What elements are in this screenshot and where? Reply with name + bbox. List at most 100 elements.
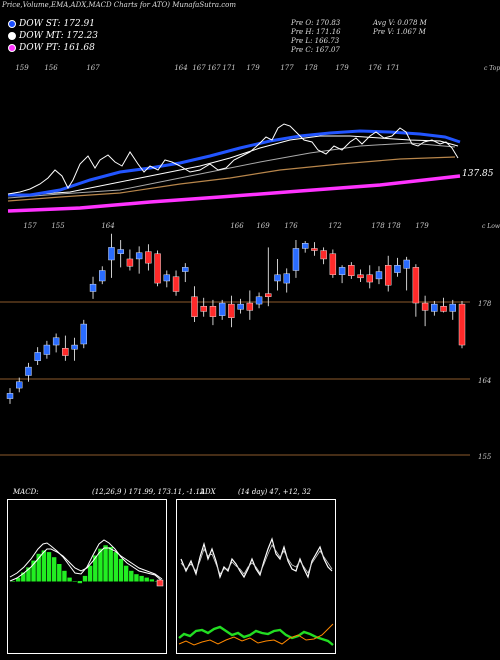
macd-bar [87,565,93,582]
macd-bar [139,575,144,582]
ema-panel: 159 156 167 164 167 167 171 179 177 178 179 176 171 c… [7,64,500,213]
candle-body [274,274,281,282]
candle-body [163,274,171,282]
candle-body [43,344,51,355]
price-tick-label: 155 [51,222,65,230]
price-tick-label: 176 [284,222,298,230]
candle-body [16,381,23,389]
prev-close: Pre C: 167.07 [291,46,340,54]
macd-bar [149,579,155,582]
candle-body [182,267,189,272]
price-tick-label: 166 [230,222,244,230]
legend-dow-mt: DOW MT: 172.23 [8,31,98,41]
price-tick-label: 157 [23,222,37,230]
adx-title: ADX [200,488,216,496]
macd-bar [82,575,88,582]
candle-body [394,265,401,273]
ema-brown-line [7,156,456,202]
candle-body [237,303,244,310]
candle-body [228,303,235,318]
candle-body [71,344,78,350]
macd-bar [26,567,31,582]
ema-tick-label: 171 [222,64,235,72]
candle-body [311,248,318,251]
macd-bar [93,555,98,582]
ema-tick-label: 179 [335,64,349,72]
legend-dow-st: DOW ST: 172.91 [8,19,95,29]
candle-body [135,252,143,260]
candle-body [458,303,466,346]
adx-line-white-2 [180,544,333,575]
macd-bar [77,581,83,584]
adx-params: (14 day) 47, +12, 32 [238,488,311,496]
legend-dot-icon [8,31,16,40]
legend-dow-pt: DOW PT: 161.68 [8,43,95,53]
price-tick-label: 178 [387,222,401,230]
adx-frame [176,499,336,654]
macd-bar [123,565,129,582]
price-right-label: c Lowes [482,223,500,230]
price-tick-label: 169 [256,222,270,230]
ema-tick-label: 167 [192,64,206,72]
candle-body [366,274,373,283]
ema-tick-label: 177 [280,64,294,72]
macd-bar [144,577,149,582]
avg-volume: Avg V: 0.078 M [373,19,427,27]
macd-bar [118,558,124,582]
candle-body [292,248,300,271]
macd-line-1 [9,539,163,582]
ema-tick-label: 178 [304,64,318,72]
candle-body [449,303,456,312]
level-label: 155 [478,453,492,461]
level-label: 178 [478,300,492,308]
candle-body [338,267,346,275]
candle-body [265,293,272,297]
ema-tick-label: 176 [368,64,382,72]
macd-bar [72,581,77,582]
macd-panel [7,499,167,654]
ema-st-line [8,129,461,197]
ema-tick-label: 159 [15,64,29,72]
ema-price-line [7,123,459,195]
macd-bar [21,572,26,582]
price-tick-label: 172 [328,222,342,230]
candle-body [89,283,97,292]
candle-body [191,296,198,317]
candle-body [62,348,69,356]
ema-tick-label: 179 [246,64,260,72]
candle-body [255,296,263,305]
ema-tick-label: 171 [386,64,399,72]
candle-body [154,253,161,284]
macd-bar [41,550,47,582]
prev-open: Pre O: 170.83 [291,19,341,27]
candle-body [329,253,337,275]
candle-body [99,270,106,282]
candle-body [200,306,207,312]
macd-bar [113,552,119,582]
macd-bar [15,577,21,582]
candle-body [218,302,226,316]
macd-title: MACD: [13,488,39,496]
legend-label: DOW PT: 161.68 [19,43,95,53]
prev-low: Pre L: 166.73 [291,37,340,45]
legend-dot-icon [8,43,16,52]
candle-body [375,271,383,280]
candle-body [209,306,217,317]
ema-right-label: c Topo [484,65,500,72]
candle-body [421,302,429,311]
ema-tick-label: 164 [174,64,187,72]
candle-body [172,276,180,292]
price-tick-label: 178 [371,222,385,230]
macd-marker [156,579,164,587]
macd-bar [10,581,16,582]
price-tick-label: 179 [415,222,429,230]
chart-title: Price,Volume,EMA,ADX,MACD Charts for ATO… [2,1,236,9]
ema-mt-line [7,135,459,197]
candle-body [403,259,410,269]
macd-bar [129,570,134,582]
ema-tick-label: 167 [86,64,100,72]
adx-line-green [178,625,334,646]
macd-bar [57,564,62,582]
legend-label: DOW ST: 172.91 [19,19,95,29]
prev-high: Pre H: 171.16 [291,28,341,36]
